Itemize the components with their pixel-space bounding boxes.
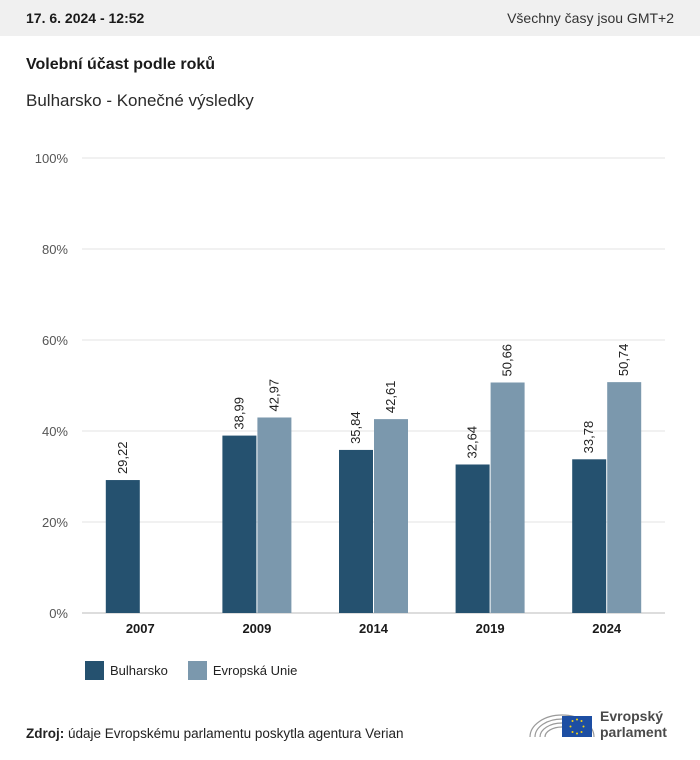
data-label-eu: 42,61 [383, 381, 398, 414]
data-label-bulgaria: 29,22 [115, 442, 130, 475]
timezone-note: Všechny časy jsou GMT+2 [507, 10, 674, 26]
bar-bulgaria[interactable] [222, 435, 257, 613]
y-axis-ticks: 0% 20% 40% 60% 80% 100% [35, 151, 69, 621]
logo-line-1: Evropský [600, 708, 664, 724]
chart-subtitle: Bulharsko - Konečné výsledky [26, 91, 254, 110]
source-note: Zdroj: údaje Evropskému parlamentu posky… [26, 726, 403, 741]
update-datetime: 17. 6. 2024 - 12:52 [26, 10, 145, 26]
x-tick-label: 2009 [242, 621, 271, 636]
y-tick-label: 60% [42, 333, 68, 348]
source-text: údaje Evropskému parlamentu poskytla age… [68, 726, 404, 741]
legend-swatch-eu [187, 661, 207, 680]
x-tick-label: 2019 [476, 621, 505, 636]
bar-bulgaria[interactable] [455, 464, 490, 613]
x-tick-label: 2014 [359, 621, 389, 636]
legend-label-bulgaria: Bulharsko [110, 663, 168, 678]
x-tick-label: 2024 [592, 621, 622, 636]
bar-bulgaria[interactable] [105, 480, 140, 613]
legend-item-bulgaria[interactable]: Bulharsko [85, 661, 168, 680]
x-axis-ticks: 2007 2009 2014 2019 2024 [126, 621, 622, 636]
legend-item-eu[interactable]: Evropská Unie [187, 661, 298, 680]
chart-title: Volební účast podle roků [26, 56, 216, 73]
european-parliament-wordmark: Evropský parlament [600, 708, 667, 740]
bar-eu[interactable] [374, 419, 408, 613]
bars [105, 382, 642, 613]
data-label-bulgaria: 33,78 [581, 421, 596, 454]
data-label-eu: 50,66 [500, 344, 515, 377]
data-label-bulgaria: 32,64 [465, 426, 480, 459]
bar-eu[interactable] [490, 382, 525, 613]
bar-bulgaria[interactable] [572, 459, 607, 613]
data-label-bulgaria: 35,84 [348, 411, 363, 444]
legend-label-eu: Evropská Unie [212, 663, 298, 678]
chart-legend: Bulharsko Evropská Unie [85, 661, 317, 680]
bar-eu[interactable] [607, 382, 642, 613]
bar-eu[interactable] [257, 417, 292, 613]
gridlines [82, 157, 665, 614]
x-tick-label: 2007 [126, 621, 155, 636]
y-tick-label: 0% [49, 606, 68, 621]
legend-swatch-bulgaria [85, 661, 104, 680]
y-tick-label: 80% [42, 242, 68, 257]
source-label: Zdroj: [26, 726, 65, 741]
logo-line-2: parlament [600, 724, 667, 740]
bar-bulgaria[interactable] [339, 449, 373, 613]
top-bar: 17. 6. 2024 - 12:52 Všechny časy jsou GM… [0, 0, 700, 36]
data-label-eu: 42,97 [266, 379, 281, 412]
data-label-bulgaria: 38,99 [231, 397, 246, 430]
turnout-bar-chart: 0% 20% 40% 60% 80% 100% 29,22 38,99 42,97 35,84 4… [35, 151, 665, 636]
y-tick-label: 20% [42, 515, 68, 530]
european-parliament-logo-icon [529, 714, 595, 738]
y-tick-label: 40% [42, 424, 68, 439]
data-labels: 29,22 38,99 42,97 35,84 42,61 32,64 50,66 33,78… [115, 344, 631, 474]
data-label-eu: 50,74 [616, 344, 631, 377]
y-tick-label: 100% [35, 151, 69, 166]
